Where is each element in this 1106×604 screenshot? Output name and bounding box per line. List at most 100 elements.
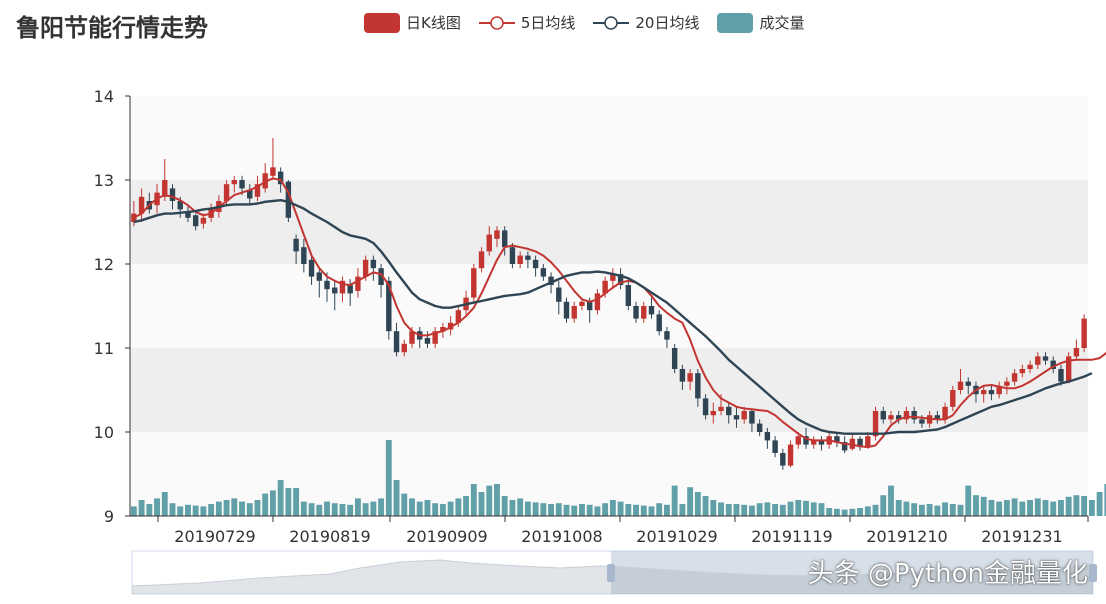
volume-bar — [633, 504, 639, 516]
candle-body — [648, 306, 655, 315]
volume-bar — [370, 501, 377, 516]
volume-bar — [177, 506, 184, 516]
volume-bar — [586, 504, 593, 516]
volume-bar — [254, 500, 261, 516]
volume-bar — [679, 504, 686, 516]
volume-bar — [1003, 500, 1010, 516]
volume-bar — [1088, 500, 1095, 516]
candle-body — [996, 385, 1002, 395]
candle-body — [571, 306, 577, 319]
volume-bar — [501, 496, 508, 516]
volume-bar — [702, 496, 709, 516]
zoom-handle-left[interactable] — [607, 564, 615, 582]
volume-bar — [602, 503, 609, 516]
candle-body — [370, 259, 377, 269]
candle-body — [517, 255, 523, 264]
volume-bar — [285, 488, 292, 516]
volume-bar — [223, 500, 230, 516]
candle-body — [1050, 360, 1056, 369]
candle-body — [710, 411, 717, 416]
volume-bar — [579, 504, 585, 516]
axes: 9 10 11 12 13 14 20190729 20190819 20190909 20191… — [94, 87, 1089, 546]
volume-bar — [710, 500, 717, 516]
candle-body — [192, 215, 199, 227]
candle-body — [586, 301, 593, 311]
volume-bar — [239, 501, 245, 516]
candle-body — [540, 268, 547, 277]
x-tick-label: 20191119 — [751, 527, 832, 546]
candle-body — [919, 419, 925, 424]
volume-bar — [857, 508, 864, 516]
volume-bar — [424, 500, 431, 516]
volume-bar — [833, 508, 840, 516]
volume-bar — [331, 503, 338, 516]
volume-bar — [965, 485, 972, 516]
candle-body — [347, 285, 353, 294]
candle-body — [239, 180, 245, 189]
x-tick-label: 20190909 — [406, 527, 487, 546]
candle-body — [525, 255, 531, 260]
candle-body — [980, 390, 987, 395]
volume-bar — [980, 496, 987, 516]
volume-bar — [409, 498, 415, 516]
y-tick-label: 9 — [104, 507, 114, 526]
volume-bar — [1011, 498, 1018, 516]
y-tick-label: 13 — [94, 171, 114, 190]
volume-bar — [671, 485, 678, 516]
candle-body — [903, 411, 910, 420]
legend-item-volume[interactable]: 成交量 — [717, 12, 805, 33]
candle-body — [324, 280, 330, 290]
candle-body — [857, 438, 863, 448]
candle-body — [988, 390, 995, 395]
zoom-handle-right[interactable] — [1089, 564, 1097, 582]
volume-bar — [594, 506, 601, 516]
volume-bar — [416, 501, 423, 516]
volume-bar — [895, 500, 902, 516]
candle-body — [695, 373, 701, 399]
candle-body — [308, 259, 315, 277]
zoom-selected-range — [611, 551, 1093, 594]
volume-bar — [764, 502, 771, 516]
volume-bar — [656, 503, 663, 516]
volume-bar — [803, 500, 809, 516]
volume-bar — [185, 504, 191, 516]
volume-bar — [246, 503, 253, 516]
volume-bar — [161, 492, 168, 516]
candle-body — [764, 432, 771, 441]
candle-body — [223, 184, 230, 201]
candle-body — [563, 301, 570, 319]
volume-bar — [880, 495, 887, 516]
candle-body — [162, 180, 168, 197]
volume-bar — [903, 501, 910, 516]
volume-bar — [1065, 496, 1072, 516]
candle-body — [803, 436, 809, 445]
volume-bar — [648, 506, 655, 516]
volume-bar — [293, 488, 300, 516]
candle-body — [440, 327, 446, 332]
legend-item-candle[interactable]: 日K线图 — [364, 12, 461, 33]
volume-bar — [818, 503, 825, 516]
volume-bar — [146, 504, 153, 516]
volume-bar — [725, 504, 732, 516]
candle-body — [486, 234, 492, 252]
y-tick-label: 14 — [94, 87, 114, 106]
volume-bar — [393, 480, 400, 516]
candle-body — [1004, 381, 1010, 386]
candle-body — [301, 247, 307, 264]
candle-body — [702, 398, 709, 416]
candle-body — [1027, 364, 1033, 369]
volume-bar — [911, 503, 918, 516]
candle-body — [787, 444, 794, 466]
legend-label-ma5: 5日均线 — [520, 14, 576, 32]
volume-bar — [787, 501, 794, 516]
volume-bar — [926, 504, 933, 516]
volume-bar — [795, 500, 802, 516]
legend-item-ma5[interactable]: 5日均线 — [478, 12, 576, 33]
volume-bar — [973, 495, 979, 516]
volume-bar — [200, 506, 207, 516]
legend-item-ma20[interactable]: 20日均线 — [593, 12, 699, 33]
candle-body — [478, 251, 485, 269]
chart-title: 鲁阳节能行情走势 — [16, 14, 208, 42]
candle-body — [934, 415, 941, 420]
candle-body — [579, 301, 585, 306]
